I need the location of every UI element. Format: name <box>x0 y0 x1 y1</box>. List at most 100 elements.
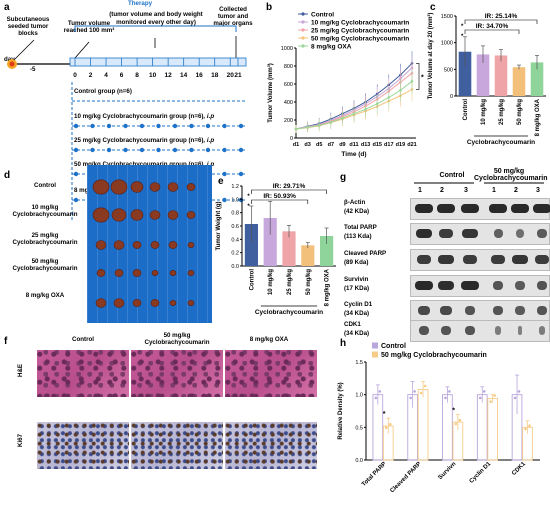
y-tick-label: 0.8 <box>231 211 239 217</box>
tumor-row-label-0: Control <box>34 182 56 189</box>
he-image-treated <box>131 350 223 397</box>
ir-bracket-2 <box>464 29 520 34</box>
therapy-label: Therapy <box>128 0 153 7</box>
seed-arrow <box>13 39 35 61</box>
relative-density-bar-chart: 0.0 0.5 1.0 1.5 Relative Density (%) * Total P… <box>338 342 540 494</box>
blot-strip-1 <box>410 223 550 245</box>
ki67-image-oxa <box>225 422 317 469</box>
y-tick-label: 1000 <box>281 46 293 52</box>
dose-dot <box>189 147 194 153</box>
blot-band <box>490 255 506 264</box>
x-tick-label: 10 mg/kg <box>268 269 274 295</box>
group-label-1: 10 mg/kg Cyclobrachycoumarin group (n=6)… <box>74 113 215 120</box>
tumor-sample <box>92 207 110 223</box>
tumor-sample <box>149 182 161 192</box>
ir-bracket-1 <box>251 189 327 194</box>
y-tick-label: 0.6 <box>231 224 239 230</box>
legend-label: 10 mg/kg Cyclobrachycoumarin <box>311 20 409 27</box>
data-dot <box>384 426 388 430</box>
blot-band <box>438 229 454 238</box>
sig-bracket <box>416 63 420 90</box>
data-dot <box>493 394 496 397</box>
ki67-image-control <box>37 422 129 469</box>
tumor-sample <box>111 208 127 222</box>
bar <box>487 398 498 461</box>
tumor-sample <box>92 179 110 195</box>
data-dot <box>448 390 451 393</box>
x-tick-label: 50 mg/kg <box>517 99 523 125</box>
data-dot <box>524 427 527 431</box>
panel-label-b: b <box>266 2 273 13</box>
blot-band <box>512 255 528 264</box>
y-tick-label: 200 <box>284 118 293 124</box>
y-tick-label: 600 <box>284 82 293 88</box>
blot-band <box>417 306 431 315</box>
bar-4 <box>320 236 334 266</box>
bar-2 <box>282 231 296 266</box>
tumor-sample <box>169 300 177 307</box>
y-tick-label: 1000 <box>441 41 453 47</box>
day-number: 4 <box>104 72 108 79</box>
blot-band <box>515 306 525 315</box>
dose-dot <box>205 147 211 153</box>
ir-label-1: IR: 25.14% <box>485 13 518 20</box>
data-dot <box>458 418 462 422</box>
protein-name-0: β-Actin <box>344 199 366 206</box>
tumor-sample <box>132 269 142 277</box>
lane-number: 3 <box>464 187 468 194</box>
panel-label-f: f <box>4 336 8 347</box>
protein-size-1: (113 Kda) <box>344 233 372 240</box>
data-dot <box>489 400 492 403</box>
data-point <box>294 127 298 131</box>
lane-number: 1 <box>418 187 422 194</box>
x-tick-label: Cleaved PARP <box>389 461 422 494</box>
tumor-sample <box>150 241 160 249</box>
legend-label: 50 mg/kg Cyclobrachycoumarin <box>381 352 487 359</box>
x-tick-label: d21 <box>407 142 416 148</box>
dose-dot <box>123 147 128 153</box>
y-tick-label: 0.0 <box>231 264 239 270</box>
tumor-sample <box>187 300 195 307</box>
star: * <box>383 411 386 418</box>
dose-dot <box>90 147 95 153</box>
group-dose-line-1 <box>72 123 246 129</box>
tumor-sample <box>167 210 179 220</box>
x-tick-label: Control <box>249 269 255 291</box>
blot-band <box>536 281 548 290</box>
f-row-ki67: Ki67 <box>17 433 24 447</box>
blot-band <box>493 229 503 238</box>
blot-band <box>495 326 501 335</box>
blot-strip-3 <box>410 275 550 297</box>
blot-band <box>415 229 433 238</box>
panel-label-g: g <box>340 172 347 183</box>
data-dot <box>482 390 486 393</box>
lane-number: 2 <box>514 187 518 194</box>
bar-4 <box>530 62 544 96</box>
tumor-sample <box>149 210 161 220</box>
blot-band <box>515 281 525 290</box>
dose-dot <box>139 147 145 153</box>
data-dot <box>419 391 423 395</box>
legend-marker <box>301 36 305 40</box>
tumor-sample <box>169 270 177 277</box>
blot-band <box>511 204 529 213</box>
legend-label: 50 mg/kg Cyclobrachycoumarin <box>311 36 409 43</box>
blot-band <box>533 204 550 213</box>
day-number: 21 <box>234 72 242 79</box>
data-dot <box>413 390 416 393</box>
legend-label: 25 mg/kg Cyclobrachycoumarin <box>311 28 409 35</box>
y-tick-label: 400 <box>284 100 293 106</box>
f-col-treated: 50 mg/kg Cyclobrachycoumarin <box>144 332 210 346</box>
day-number: 14 <box>180 72 188 79</box>
tumor-sample <box>132 241 142 249</box>
tumor-sample <box>167 182 179 192</box>
dose-dot <box>106 147 112 153</box>
he-image-control <box>37 350 129 397</box>
legend-marker <box>301 28 305 32</box>
star: * <box>247 204 250 210</box>
bar-3 <box>512 67 526 96</box>
tumor-sample <box>130 181 144 193</box>
x-tick-label: 10 mg/kg <box>481 99 487 125</box>
dose-dot <box>205 123 211 129</box>
